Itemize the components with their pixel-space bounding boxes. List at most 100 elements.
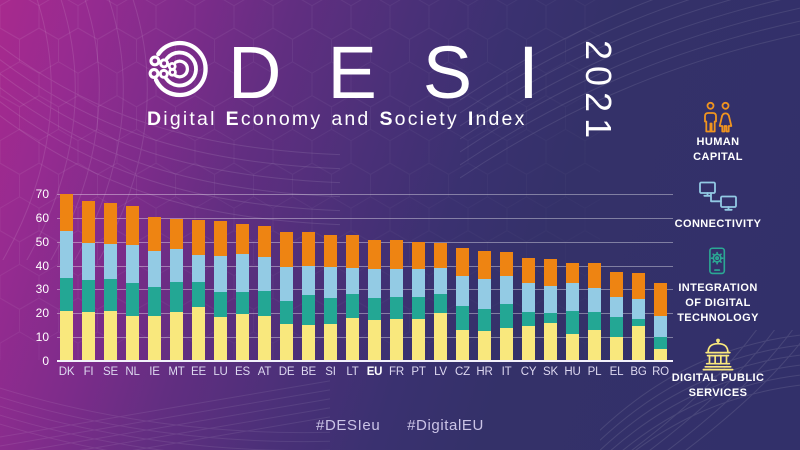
bar-EU bbox=[368, 194, 381, 361]
legend-label-2: INTEGRATION OF DIGITAL TECHNOLOGY bbox=[638, 281, 798, 326]
x-label-CZ: CZ bbox=[455, 366, 470, 378]
gridline-10 bbox=[57, 337, 673, 339]
x-label-AT: AT bbox=[257, 366, 272, 378]
bar-FI-segment-human-capital bbox=[82, 200, 95, 243]
bar-HR-segment-connectivity bbox=[478, 278, 491, 309]
bar-SK-segment-digital-public-services bbox=[544, 322, 557, 361]
bar-LT bbox=[346, 194, 359, 361]
bar-CY-segment-digital-public-services bbox=[522, 326, 535, 361]
bar-NL-segment-human-capital bbox=[126, 205, 139, 246]
bar-PT-segment-human-capital bbox=[412, 242, 425, 270]
x-label-ES: ES bbox=[235, 366, 250, 378]
bar-SE-segment-human-capital bbox=[104, 203, 117, 245]
bar-FR bbox=[390, 194, 403, 361]
bar-SI-segment-connectivity bbox=[324, 266, 337, 298]
subtitle: Digital Economy and Society Index bbox=[147, 108, 536, 131]
bar-EL-segment-human-capital bbox=[610, 272, 623, 297]
bar-ES-segment-digital-public-services bbox=[236, 314, 249, 361]
bar-PT-segment-integration-of-digital-technology bbox=[412, 296, 425, 320]
gridline-50 bbox=[57, 241, 673, 243]
bar-DE bbox=[280, 194, 293, 361]
bar-IT-segment-integration-of-digital-technology bbox=[500, 303, 513, 328]
legend-label-3: DIGITAL PUBLIC SERVICES bbox=[638, 371, 798, 401]
bar-SK bbox=[544, 194, 557, 361]
bar-HR bbox=[478, 194, 491, 361]
bar-RO-segment-connectivity bbox=[654, 315, 667, 338]
bar-SI bbox=[324, 194, 337, 361]
subtitle-word: Digital bbox=[147, 108, 217, 130]
bar-DK-segment-connectivity bbox=[60, 230, 73, 278]
bar-AT-segment-digital-public-services bbox=[258, 315, 271, 361]
bar-HU-segment-human-capital bbox=[566, 262, 579, 284]
bar-BG-segment-digital-public-services bbox=[632, 326, 645, 361]
bar-FR-segment-human-capital bbox=[390, 240, 403, 270]
bar-DE-segment-integration-of-digital-technology bbox=[280, 301, 293, 325]
bar-EL-segment-connectivity bbox=[610, 296, 623, 317]
legend-label-line: TECHNOLOGY bbox=[677, 312, 759, 324]
bar-BE-segment-connectivity bbox=[302, 265, 315, 296]
legend-item-1 bbox=[638, 180, 798, 214]
bar-NL bbox=[126, 194, 139, 361]
x-label-PT: PT bbox=[411, 366, 426, 378]
y-tick-label-30: 30 bbox=[35, 282, 49, 297]
bar-LT-segment-integration-of-digital-technology bbox=[346, 294, 359, 319]
y-tick-label-10: 10 bbox=[35, 330, 49, 345]
bar-DE-segment-human-capital bbox=[280, 231, 293, 267]
x-label-EE: EE bbox=[191, 366, 206, 378]
bar-AT bbox=[258, 194, 271, 361]
legend-item-0 bbox=[638, 101, 798, 133]
bar-IT-segment-digital-public-services bbox=[500, 327, 513, 361]
x-label-EL: EL bbox=[609, 366, 624, 378]
bar-FI bbox=[82, 194, 95, 361]
legend-item-3 bbox=[638, 338, 798, 372]
bar-IE bbox=[148, 194, 161, 361]
x-label-RO: RO bbox=[652, 366, 669, 378]
x-label-IT: IT bbox=[501, 366, 512, 378]
gridline-60 bbox=[57, 217, 673, 219]
gridline-40 bbox=[57, 265, 673, 267]
y-tick-label-0: 0 bbox=[42, 354, 49, 368]
x-label-SE: SE bbox=[103, 366, 118, 378]
bar-FI-segment-digital-public-services bbox=[82, 312, 95, 361]
gridline-30 bbox=[57, 289, 673, 291]
x-label-SI: SI bbox=[325, 366, 336, 378]
y-tick-label-40: 40 bbox=[35, 258, 49, 273]
bar-IE-segment-human-capital bbox=[148, 217, 161, 252]
desi-ranking-chart: 0 10 20 30 40 50 60 70 DK FI SE NL IE MT EE LU ES AT DE BE S… bbox=[36, 187, 673, 378]
bar-CY-segment-connectivity bbox=[522, 283, 535, 313]
bar-LT-segment-human-capital bbox=[346, 235, 359, 268]
legend-label-line: SERVICES bbox=[688, 387, 748, 399]
bar-HU-segment-connectivity bbox=[566, 283, 579, 311]
x-label-LU: LU bbox=[213, 366, 228, 378]
y-tick-label-60: 60 bbox=[35, 210, 49, 225]
hashtag-digitaleu: #DigitalEU bbox=[407, 417, 484, 434]
bar-EL bbox=[610, 194, 623, 361]
bar-SI-segment-digital-public-services bbox=[324, 324, 337, 361]
bar-IE-segment-digital-public-services bbox=[148, 315, 161, 361]
bar-EU-segment-digital-public-services bbox=[368, 320, 381, 361]
bar-LT-segment-connectivity bbox=[346, 267, 359, 295]
bar-EE bbox=[192, 194, 205, 361]
x-label-HR: HR bbox=[476, 366, 493, 378]
bar-AT-segment-integration-of-digital-technology bbox=[258, 290, 271, 316]
bar-RO bbox=[654, 194, 667, 361]
legend-label-line: INTEGRATION bbox=[678, 282, 758, 294]
bar-IT-segment-connectivity bbox=[500, 276, 513, 304]
legend-label-line: CONNECTIVITY bbox=[674, 218, 762, 230]
bar-CZ-segment-human-capital bbox=[456, 247, 469, 277]
x-label-BG: BG bbox=[630, 366, 647, 378]
bar-LV-segment-digital-public-services bbox=[434, 313, 447, 361]
x-label-DK: DK bbox=[58, 366, 75, 378]
bar-PL bbox=[588, 194, 601, 361]
legend-label-line: DIGITAL PUBLIC bbox=[671, 372, 765, 384]
bar-SE-segment-integration-of-digital-technology bbox=[104, 278, 117, 311]
bar-EU-segment-human-capital bbox=[368, 240, 381, 270]
x-label-NL: NL bbox=[125, 366, 140, 378]
bar-DK-segment-integration-of-digital-technology bbox=[60, 277, 73, 311]
bar-EE-segment-integration-of-digital-technology bbox=[192, 282, 205, 308]
bar-LU-segment-connectivity bbox=[214, 256, 227, 292]
bar-DE-segment-digital-public-services bbox=[280, 324, 293, 361]
bar-PL-segment-human-capital bbox=[588, 263, 601, 289]
bar-ES bbox=[236, 194, 249, 361]
bar-IT-segment-human-capital bbox=[500, 252, 513, 277]
